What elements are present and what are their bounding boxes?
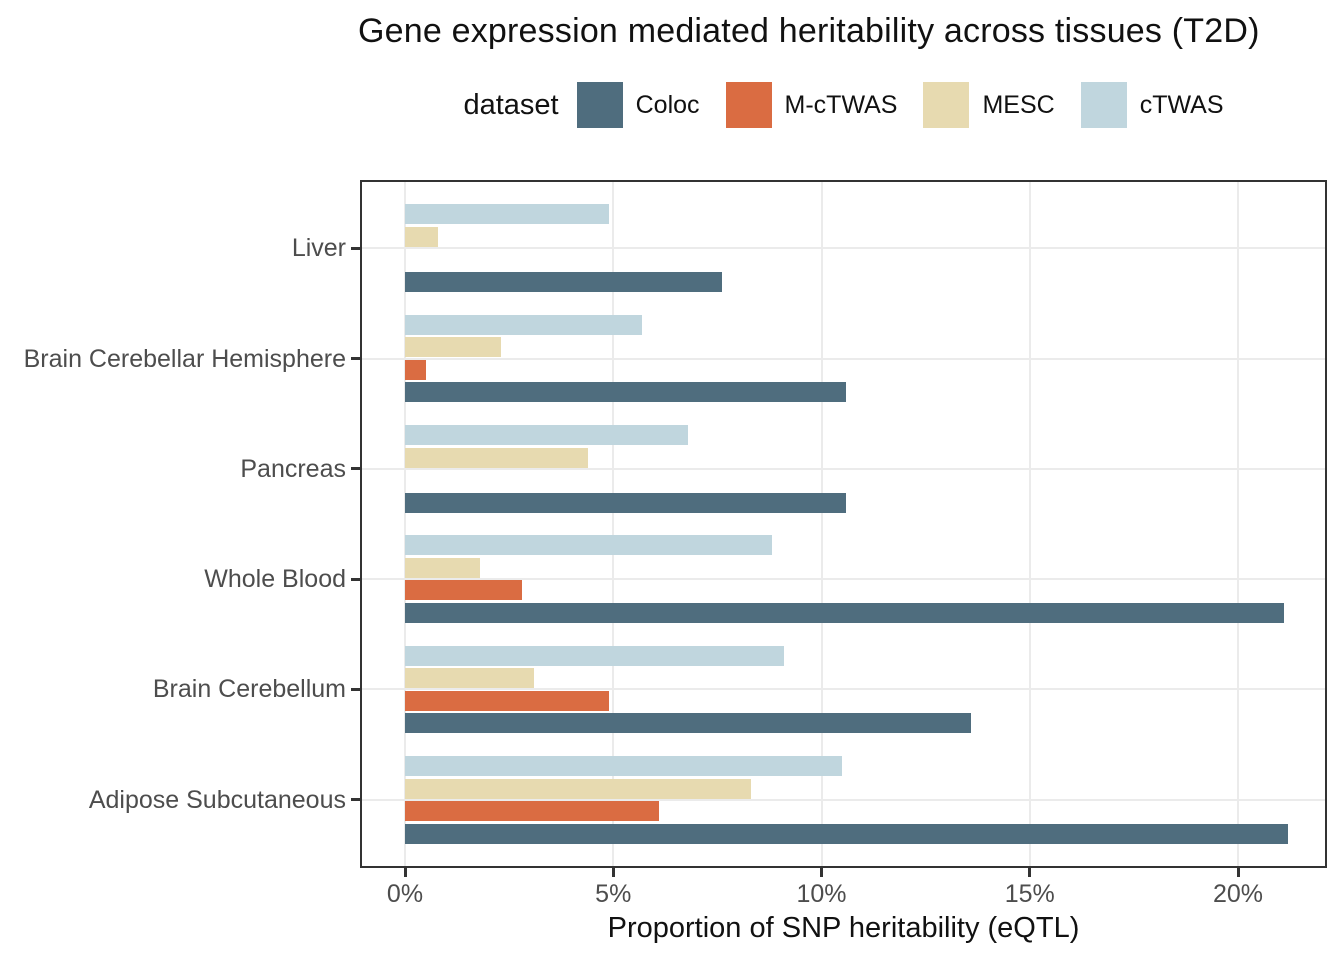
gridline-y-adipose-subcutaneous [362, 798, 1325, 801]
legend: dataset Coloc M-cTWAS MESC cTWAS [360, 80, 1327, 130]
y-axis-label-brain-cerebellar-hemisphere: Brain Cerebellar Hemisphere [23, 344, 346, 373]
gridline-x-10% [820, 182, 823, 866]
bar-ctwas-liver [405, 204, 610, 225]
bar-mesc-whole-blood [405, 557, 480, 578]
bar-ctwas-pancreas [405, 425, 689, 446]
x-tick-mark-5% [611, 868, 615, 877]
bar-m-ctwas-brain-cerebellum [405, 690, 610, 711]
y-axis-label-adipose-subcutaneous: Adipose Subcutaneous [88, 785, 346, 814]
legend-label-coloc: Coloc [635, 90, 700, 119]
gridline-y-whole-blood [362, 578, 1325, 581]
bar-ctwas-adipose-subcutaneous [405, 756, 843, 777]
bar-coloc-brain-cerebellar-hemisphere [405, 382, 847, 403]
y-axis-label-pancreas: Pancreas [240, 454, 346, 483]
x-tick-label-0%: 0% [386, 880, 424, 908]
bar-m-ctwas-brain-cerebellar-hemisphere [405, 359, 426, 380]
bar-mesc-adipose-subcutaneous [405, 778, 751, 799]
bar-mesc-pancreas [405, 447, 589, 468]
y-tick-mark-liver [351, 246, 360, 250]
gridline-y-brain-cerebellar-hemisphere [362, 357, 1325, 360]
x-tick-label-15%: 15% [1004, 880, 1055, 908]
bar-m-ctwas-whole-blood [405, 580, 522, 601]
y-tick-mark-whole-blood [351, 577, 360, 581]
bar-coloc-brain-cerebellum [405, 713, 972, 734]
bar-coloc-whole-blood [405, 602, 1284, 623]
gridline-x-5% [612, 182, 615, 866]
y-axis-label-whole-blood: Whole Blood [204, 565, 346, 594]
gridline-y-pancreas [362, 467, 1325, 470]
x-tick-mark-0% [403, 868, 407, 877]
legend-item-ctwas: cTWAS [1080, 82, 1224, 128]
gridline-x-0% [404, 182, 406, 866]
bar-coloc-adipose-subcutaneous [405, 823, 1288, 844]
x-tick-mark-15% [1028, 868, 1032, 877]
chart-title: Gene expression mediated heritability ac… [358, 12, 1260, 50]
legend-swatch-ctwas-icon [1080, 82, 1127, 128]
x-tick-mark-20% [1236, 868, 1240, 877]
legend-item-coloc: Coloc [576, 82, 700, 128]
x-axis-title: Proportion of SNP heritability (eQTL) [607, 912, 1080, 944]
legend-item-mesc: MESC [923, 82, 1055, 128]
y-tick-mark-brain-cerebellum [351, 687, 360, 691]
y-tick-mark-brain-cerebellar-hemisphere [351, 357, 360, 361]
y-tick-mark-pancreas [351, 467, 360, 471]
bar-coloc-liver [405, 271, 722, 292]
bar-m-ctwas-adipose-subcutaneous [405, 801, 660, 822]
y-axis-label-liver: Liver [291, 234, 346, 263]
legend-item-m-ctwas: M-cTWAS [725, 82, 898, 128]
x-tick-label-10%: 10% [796, 880, 847, 908]
legend-swatch-coloc-icon [576, 82, 623, 128]
gridline-y-liver [362, 247, 1325, 250]
y-tick-mark-adipose-subcutaneous [351, 798, 360, 802]
legend-swatch-mesc-icon [923, 82, 970, 128]
bar-ctwas-brain-cerebellum [405, 645, 784, 666]
bar-mesc-brain-cerebellum [405, 668, 535, 689]
bar-coloc-pancreas [405, 492, 847, 513]
bar-ctwas-whole-blood [405, 535, 772, 556]
legend-label-m-ctwas: M-cTWAS [784, 90, 898, 119]
bar-mesc-liver [405, 226, 439, 247]
legend-label-ctwas: cTWAS [1139, 90, 1224, 119]
y-axis-label-brain-cerebellum: Brain Cerebellum [152, 675, 346, 704]
bar-mesc-brain-cerebellar-hemisphere [405, 337, 501, 358]
bar-ctwas-brain-cerebellar-hemisphere [405, 314, 643, 335]
gridline-x-20% [1237, 182, 1239, 866]
gridline-y-brain-cerebellum [362, 688, 1325, 691]
legend-label-mesc: MESC [982, 90, 1055, 119]
legend-swatch-m-ctwas-icon [725, 82, 772, 128]
x-tick-mark-10% [820, 868, 823, 877]
legend-title: dataset [463, 88, 559, 121]
plot-panel [360, 180, 1327, 868]
x-tick-label-5%: 5% [595, 880, 632, 908]
x-tick-label-20%: 20% [1212, 880, 1264, 908]
gridline-x-15% [1028, 182, 1031, 866]
